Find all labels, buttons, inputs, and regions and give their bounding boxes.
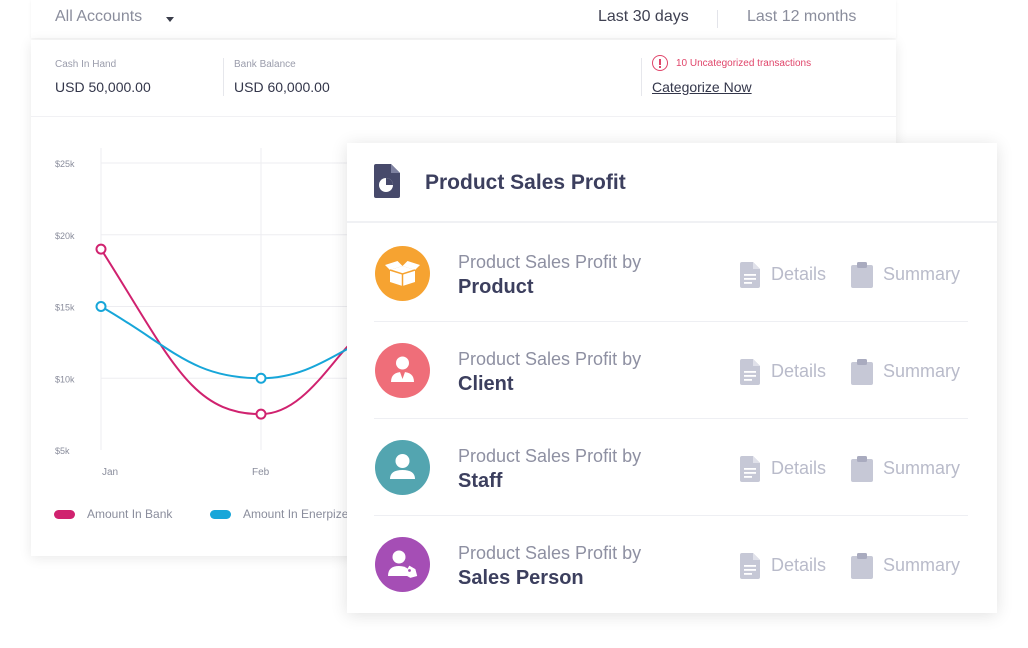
account-select[interactable]: All Accounts	[55, 8, 143, 25]
alert-circle-icon	[652, 55, 668, 71]
summary-label: Summary	[883, 458, 961, 478]
cash-in-hand-value: USD 50,000.00	[55, 79, 151, 95]
row-prefix: Product Sales Profit by	[458, 543, 642, 563]
y-tick-label: $5k	[55, 446, 70, 456]
open-box-icon	[375, 246, 430, 301]
data-point	[255, 372, 267, 384]
data-point	[95, 243, 107, 255]
series-line	[100, 248, 372, 416]
summary-button[interactable]: Summary	[851, 359, 969, 385]
legend-swatch-enerpize	[210, 510, 231, 519]
summary-button[interactable]: Summary	[851, 456, 969, 482]
panel-title: Product Sales Profit	[425, 171, 626, 194]
cash-in-hand-label: Cash In Hand	[55, 59, 117, 70]
details-button[interactable]: Details	[740, 553, 838, 579]
summary-button[interactable]: Summary	[851, 553, 969, 579]
clipboard-icon	[851, 553, 873, 584]
report-row-client: Product Sales Profit by Client Details Summ…	[374, 322, 968, 419]
categorize-now-link[interactable]: Categorize Now	[652, 79, 752, 95]
summary-label: Summary	[883, 555, 961, 575]
row-title[interactable]: Staff	[458, 470, 503, 492]
y-tick-label: $25k	[55, 159, 75, 169]
clipboard-icon	[851, 262, 873, 293]
data-point	[95, 301, 107, 312]
details-label: Details	[771, 361, 827, 381]
y-tick-label: $10k	[55, 374, 75, 384]
document-icon	[740, 359, 760, 390]
chevron-down-icon[interactable]	[166, 17, 174, 22]
x-tick-label: Feb	[252, 467, 270, 478]
row-title[interactable]: Sales Person	[458, 567, 584, 589]
pie-chart-document-icon	[374, 164, 400, 198]
summary-button[interactable]: Summary	[851, 262, 969, 288]
bank-balance-label: Bank Balance	[234, 59, 296, 70]
client-person-icon	[375, 343, 430, 398]
panel-header: Product Sales Profit	[347, 143, 997, 223]
uncategorized-alert: 10 Uncategorized transactions	[676, 58, 812, 69]
legend-label-bank: Amount In Bank	[87, 507, 173, 521]
row-prefix: Product Sales Profit by	[458, 446, 642, 466]
document-icon	[740, 553, 760, 584]
clipboard-icon	[851, 359, 873, 390]
range-last-30-days[interactable]: Last 30 days	[598, 8, 689, 25]
y-tick-label: $20k	[55, 231, 75, 241]
row-title[interactable]: Product	[458, 276, 534, 298]
row-title[interactable]: Client	[458, 373, 514, 395]
summary-label: Summary	[883, 264, 961, 284]
range-divider	[717, 10, 718, 28]
document-icon	[740, 262, 760, 293]
report-row-staff: Product Sales Profit by Staff Details Summa…	[374, 419, 968, 516]
details-button[interactable]: Details	[740, 359, 838, 385]
report-panel: Product Sales Profit Product Sales Profi…	[347, 143, 997, 613]
summary-label: Summary	[883, 361, 961, 381]
card-divider	[31, 116, 896, 117]
details-button[interactable]: Details	[740, 262, 838, 288]
details-button[interactable]: Details	[740, 456, 838, 482]
details-label: Details	[771, 458, 827, 478]
row-prefix: Product Sales Profit by	[458, 252, 642, 272]
staff-person-icon	[375, 440, 430, 495]
details-label: Details	[771, 555, 827, 575]
bank-balance-value: USD 60,000.00	[234, 79, 330, 95]
clipboard-icon	[851, 456, 873, 487]
row-prefix: Product Sales Profit by	[458, 349, 642, 369]
y-tick-label: $15k	[55, 303, 75, 313]
range-last-12-months[interactable]: Last 12 months	[747, 8, 857, 25]
sales-person-tag-icon	[375, 537, 430, 592]
legend-label-enerpize: Amount In Enerpize	[243, 507, 349, 521]
x-tick-label: Jan	[102, 467, 118, 478]
details-label: Details	[771, 264, 827, 284]
document-icon	[740, 456, 760, 487]
filter-bar: All Accounts Last 30 days Last 12 months	[31, 0, 896, 38]
report-row-sales-person: Product Sales Profit by Sales Person Detai…	[374, 516, 968, 613]
legend-swatch-bank	[54, 510, 75, 519]
data-point	[255, 408, 267, 420]
stat-divider	[223, 58, 224, 96]
report-row-product: Product Sales Profit by Product Details Sum…	[374, 225, 968, 322]
stat-divider	[641, 58, 642, 96]
